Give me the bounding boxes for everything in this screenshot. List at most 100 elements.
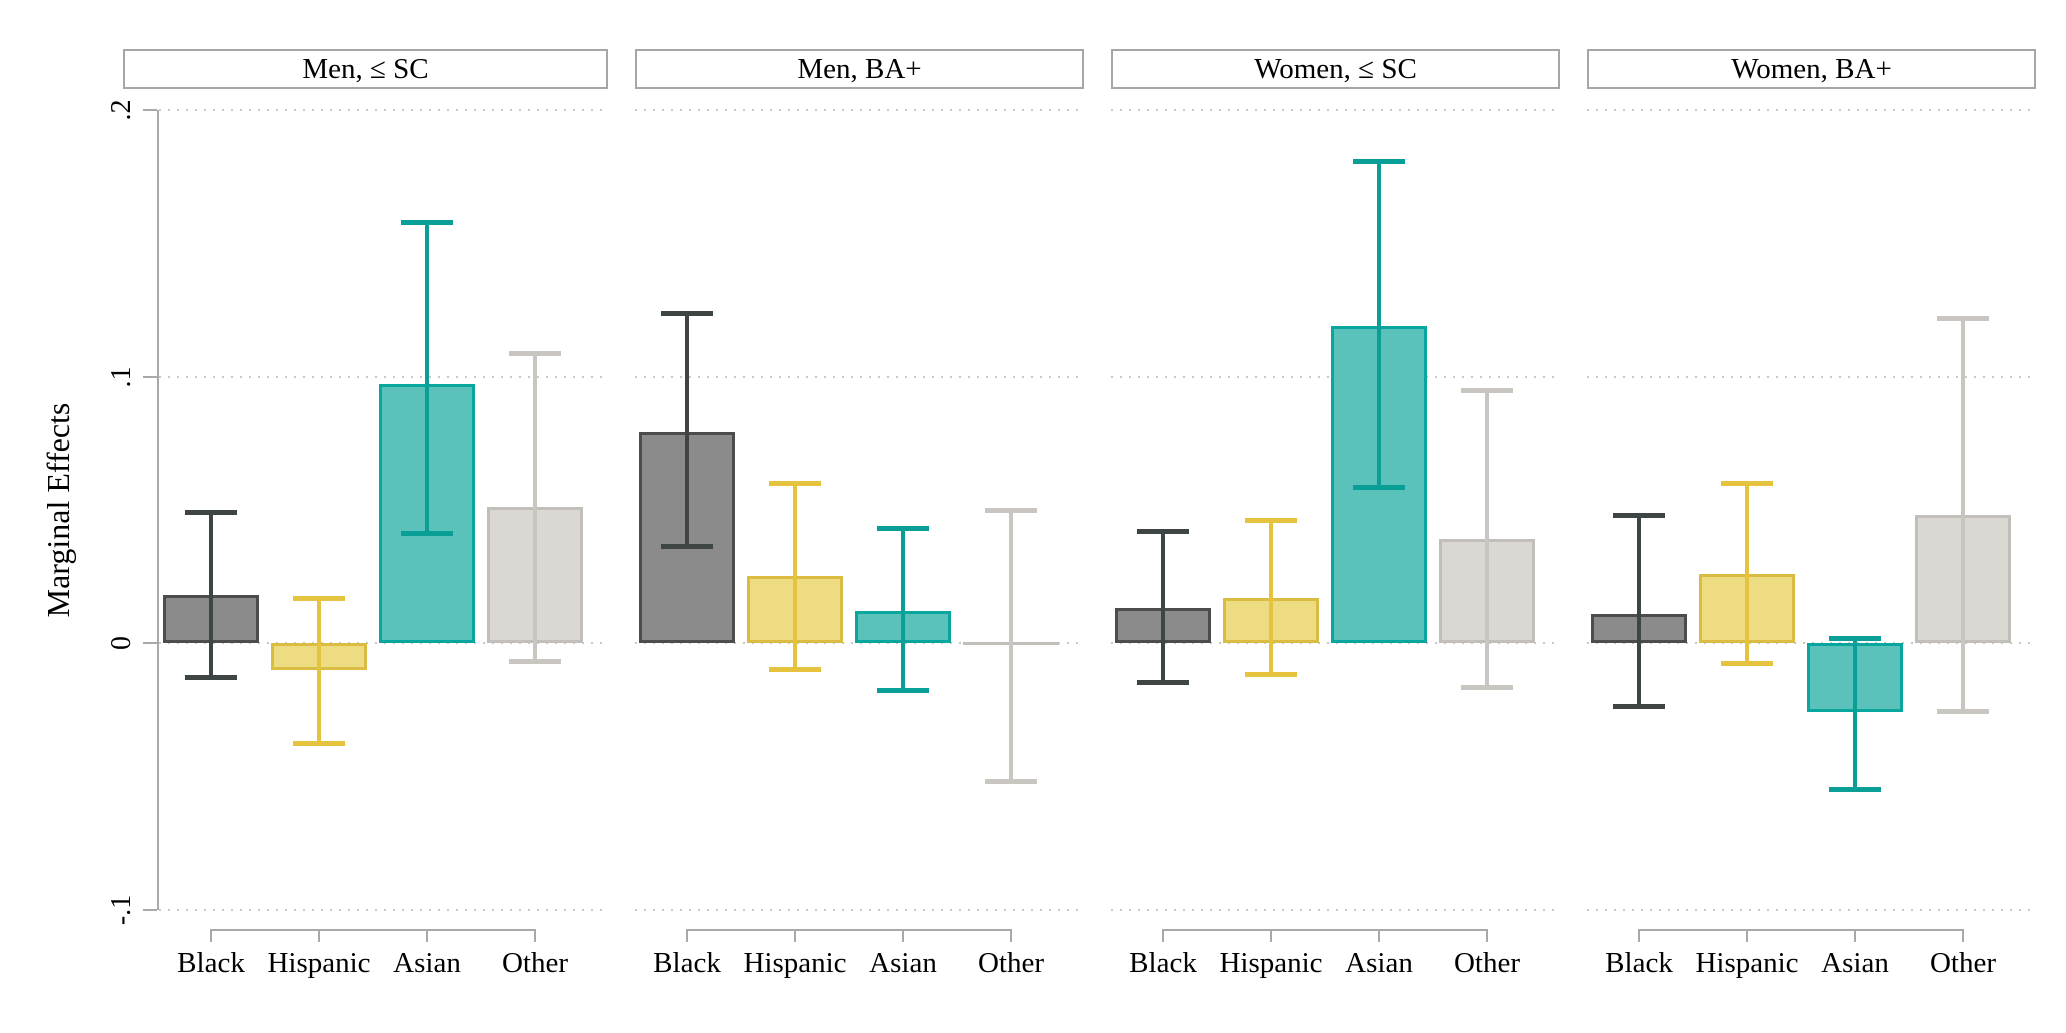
error-bar-stem: [1745, 483, 1749, 665]
y-tick-label: .1: [106, 366, 137, 387]
error-bar-stem: [1961, 317, 1965, 713]
gridline: [635, 109, 1084, 111]
error-bar-cap-bottom: [769, 666, 821, 672]
x-axis-tick: [686, 929, 688, 942]
x-axis-tick: [1270, 929, 1272, 942]
error-bar-stem: [1485, 389, 1489, 689]
x-axis-bracket: [1163, 929, 1487, 931]
error-bar-cap-bottom: [401, 530, 453, 536]
category-label: Black: [177, 947, 245, 979]
x-axis-tick: [1854, 929, 1856, 942]
gridline: [1587, 375, 2036, 378]
gridline: [1587, 109, 2036, 111]
gridline: [159, 375, 608, 378]
error-bar-cap-bottom: [1721, 661, 1773, 667]
gridline: [1587, 908, 2036, 911]
category-label: Asian: [1821, 947, 1889, 979]
gridline: [159, 109, 608, 111]
gridline: [635, 375, 1084, 378]
gridline: [635, 642, 1084, 644]
error-bar-cap-bottom: [985, 778, 1037, 784]
error-bar-stem: [1269, 520, 1273, 675]
panel-header: Women, ≤ SC: [1111, 49, 1560, 89]
category-label: Hispanic: [267, 947, 371, 979]
category-label: Asian: [869, 947, 937, 979]
category-label: Other: [977, 947, 1045, 979]
error-bar-cap-top: [293, 595, 345, 601]
error-bar-cap-top: [1245, 518, 1297, 524]
y-axis-tick: [143, 109, 157, 111]
category-label: Black: [1605, 947, 1673, 979]
category-label: Black: [653, 947, 721, 979]
category-label: Other: [501, 947, 569, 979]
gridline: [159, 642, 608, 644]
error-bar-stem: [1637, 515, 1641, 707]
error-bar-cap-top: [1137, 529, 1189, 535]
y-axis-tick: [143, 908, 157, 911]
error-bar-stem: [1853, 637, 1857, 790]
error-bar-stem: [1161, 531, 1165, 683]
error-bar-cap-top: [1353, 158, 1405, 164]
x-axis-tick: [794, 929, 796, 942]
x-axis-tick: [210, 929, 212, 942]
error-bar-cap-top: [1829, 635, 1881, 641]
error-bar-stem: [317, 597, 321, 745]
error-bar-cap-top: [1937, 315, 1989, 321]
x-axis-tick: [1010, 929, 1012, 942]
category-label: Other: [1453, 947, 1521, 979]
x-axis-tick: [1638, 929, 1640, 942]
error-bar-stem: [533, 352, 537, 662]
x-axis-tick: [1486, 929, 1488, 942]
x-axis-bracket: [1639, 929, 1963, 931]
category-label: Hispanic: [743, 947, 847, 979]
error-bar-cap-top: [985, 507, 1037, 513]
error-bar-cap-top: [769, 481, 821, 487]
error-bar-cap-bottom: [1613, 703, 1665, 709]
error-bar-cap-bottom: [1461, 685, 1513, 691]
error-bar-cap-top: [1461, 387, 1513, 393]
y-axis-tick: [143, 375, 157, 378]
gridline: [1111, 109, 1560, 111]
category-label: Other: [1929, 947, 1997, 979]
error-bar-cap-bottom: [661, 544, 713, 550]
error-bar-cap-bottom: [1829, 786, 1881, 792]
error-bar-cap-bottom: [1245, 671, 1297, 677]
x-axis-tick: [534, 929, 536, 942]
error-bar-cap-bottom: [509, 658, 561, 664]
x-axis-tick: [318, 929, 320, 942]
category-label: Asian: [393, 947, 461, 979]
error-bar-cap-top: [185, 510, 237, 516]
error-bar-stem: [1377, 160, 1381, 489]
x-axis-tick: [1162, 929, 1164, 942]
error-bar-cap-top: [661, 310, 713, 316]
error-bar-stem: [685, 312, 689, 548]
error-bar-stem: [209, 512, 213, 678]
y-tick-label: -.1: [106, 894, 137, 925]
error-bar-cap-top: [509, 350, 561, 356]
x-axis-tick: [1378, 929, 1380, 942]
y-axis-title: Marginal Effects: [40, 402, 76, 618]
x-axis-tick: [902, 929, 904, 942]
x-axis-tick: [1746, 929, 1748, 942]
error-bar-cap-top: [401, 219, 453, 225]
error-bar-cap-bottom: [1937, 709, 1989, 715]
category-label: Black: [1129, 947, 1197, 979]
y-axis-tick: [143, 642, 157, 644]
error-bar-cap-bottom: [877, 687, 929, 693]
x-axis-tick: [426, 929, 428, 942]
error-bar-cap-bottom: [185, 674, 237, 680]
panel-header: Men, BA+: [635, 49, 1084, 89]
panel-header: Men, ≤ SC: [123, 49, 608, 89]
gridline: [1111, 908, 1560, 911]
category-label: Hispanic: [1219, 947, 1323, 979]
y-tick-label: 0: [106, 636, 137, 650]
error-bar-stem: [1009, 509, 1013, 782]
error-bar-stem: [901, 528, 905, 691]
x-axis-bracket: [211, 929, 535, 931]
error-bar-cap-bottom: [293, 741, 345, 747]
error-bar-cap-top: [877, 526, 929, 532]
error-bar-cap-top: [1721, 481, 1773, 487]
error-bar-stem: [793, 483, 797, 670]
category-label: Hispanic: [1695, 947, 1799, 979]
